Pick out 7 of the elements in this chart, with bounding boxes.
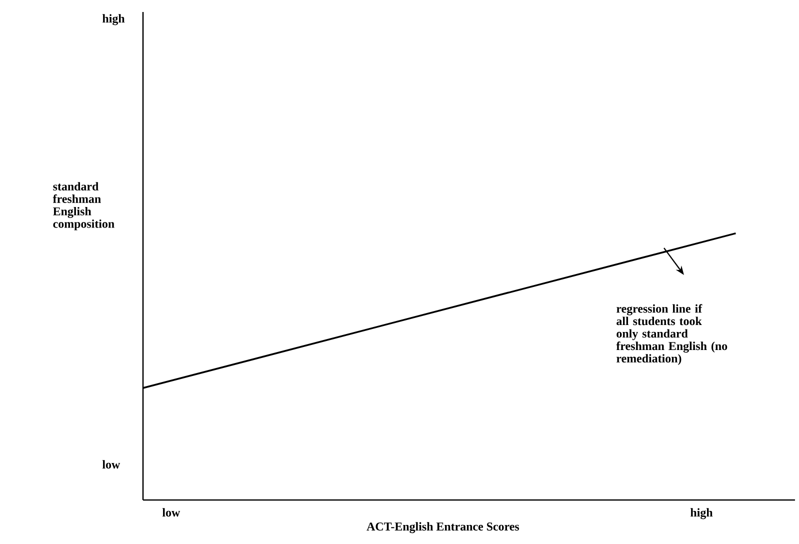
text: low: [162, 508, 180, 517]
x-axis-title: ACT-English Entrance Scores: [366, 522, 520, 534]
annotation: low: [102, 460, 120, 469]
text: high: [690, 508, 713, 520]
y-axis-title: standard freshman English composition: [52, 182, 114, 230]
annotation: regression line if all students took only standard freshman English (no remediation): [616, 304, 728, 365]
text: high: [102, 14, 125, 26]
